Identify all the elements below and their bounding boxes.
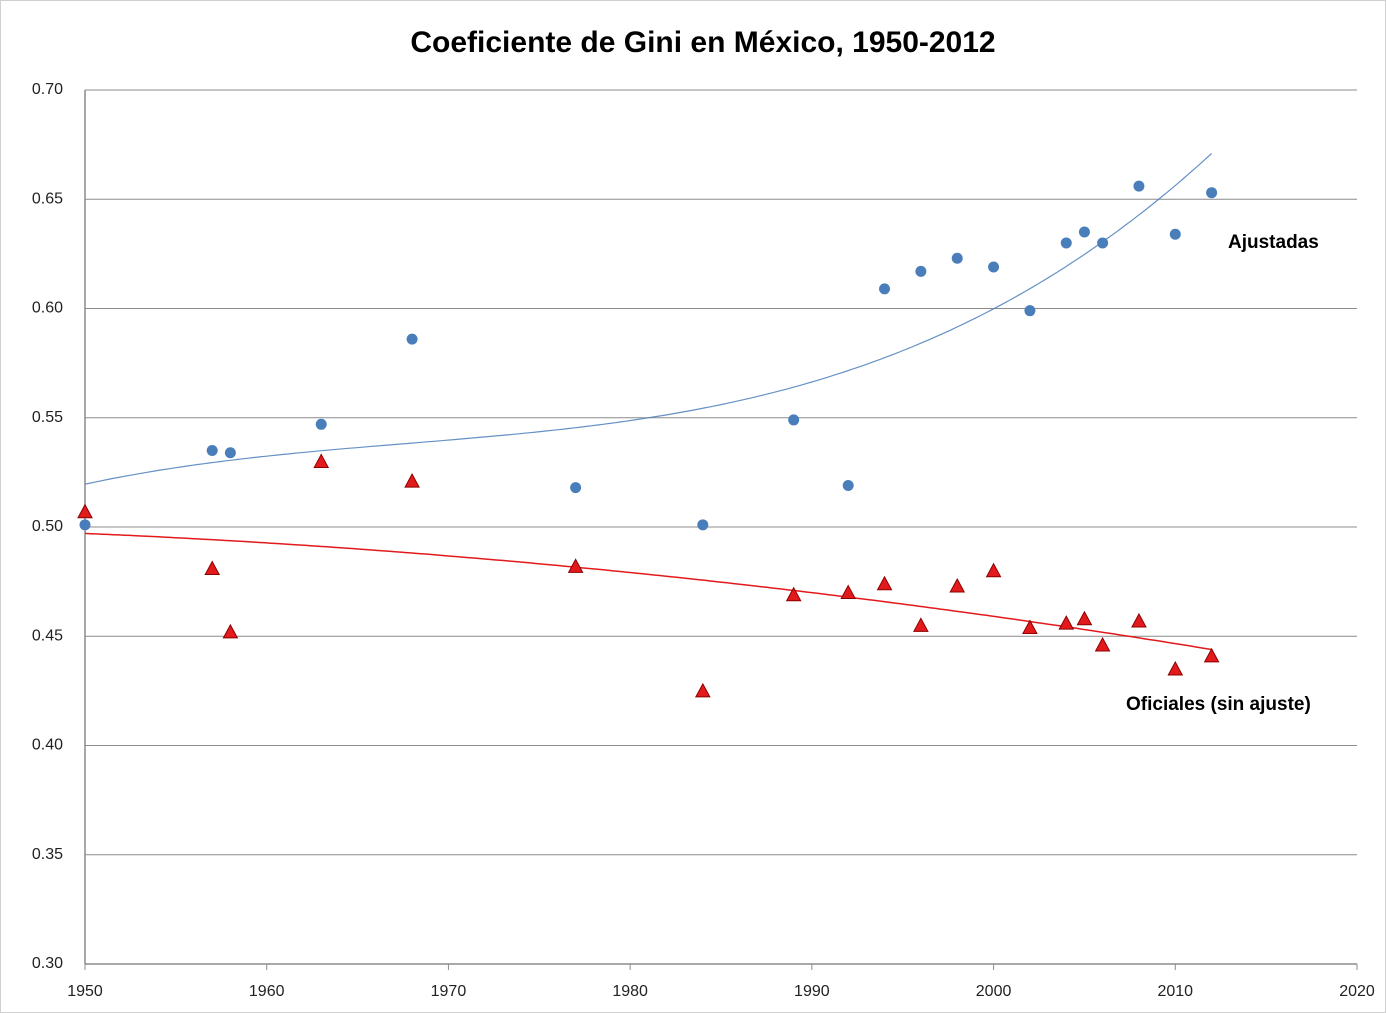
y-tick-label: 0.65 [32, 190, 63, 207]
marker-triangle [313, 453, 330, 468]
trendline [84, 153, 1213, 485]
marker-circle [915, 265, 927, 277]
marker-circle [1169, 228, 1181, 240]
marker-circle [406, 333, 418, 345]
y-tick-label: 0.40 [32, 737, 63, 754]
marker-triangle [694, 682, 711, 698]
marker-triangle [949, 577, 966, 593]
marker-circle [1024, 305, 1036, 317]
marker-triangle [204, 560, 221, 576]
marker-triangle [1058, 615, 1075, 630]
marker-circle [224, 447, 236, 459]
marker-triangle [567, 558, 584, 573]
marker-circle [315, 418, 327, 430]
marker-triangle [404, 473, 420, 488]
marker-triangle [840, 584, 857, 600]
marker-triangle [1203, 647, 1220, 663]
marker-triangle [1167, 660, 1184, 676]
x-tick-label: 1970 [431, 983, 467, 1000]
y-tick-label: 0.55 [32, 409, 63, 426]
x-tick-label: 2020 [1339, 983, 1375, 1000]
x-tick-label: 1950 [67, 983, 103, 1000]
marker-triangle [222, 623, 239, 639]
marker-triangle [985, 562, 1002, 578]
marker-circle [206, 445, 218, 457]
x-tick-label: 2010 [1157, 983, 1193, 1000]
marker-circle [1097, 237, 1109, 249]
marker-triangle [785, 586, 802, 602]
marker-circle [879, 283, 891, 295]
series-label: Ajustadas [1228, 232, 1319, 253]
marker-triangle [913, 617, 929, 632]
marker-triangle [1076, 610, 1093, 626]
marker-circle [1133, 180, 1145, 192]
chart-title: Coeficiente de Gini en México, 1950-2012 [410, 26, 995, 59]
y-tick-label: 0.35 [32, 846, 63, 863]
x-tick-label: 2000 [976, 983, 1012, 1000]
x-tick-label: 1980 [612, 983, 648, 1000]
marker-circle [79, 519, 91, 531]
marker-circle [842, 479, 854, 491]
marker-circle [788, 414, 800, 426]
marker-triangle [1022, 619, 1038, 635]
marker-circle [1078, 226, 1090, 238]
marker-circle [1060, 237, 1072, 249]
y-tick-label: 0.45 [32, 627, 63, 644]
marker-circle [951, 252, 963, 264]
series-label: Oficiales (sin ajuste) [1126, 694, 1311, 715]
marker-circle [988, 261, 1000, 273]
x-tick-label: 1960 [249, 983, 285, 1000]
marker-circle [570, 482, 582, 494]
y-tick-label: 0.50 [32, 518, 63, 535]
marker-circle [697, 519, 709, 531]
trendline [84, 532, 1212, 651]
marker-triangle [1094, 636, 1111, 652]
marker-triangle [77, 503, 93, 519]
y-tick-label: 0.60 [32, 300, 63, 317]
y-tick-label: 0.70 [32, 81, 63, 98]
marker-triangle [1131, 612, 1147, 628]
marker-triangle [876, 575, 893, 591]
x-tick-label: 1990 [794, 983, 830, 1000]
marker-circle [1206, 187, 1218, 199]
y-tick-label: 0.30 [32, 955, 63, 972]
